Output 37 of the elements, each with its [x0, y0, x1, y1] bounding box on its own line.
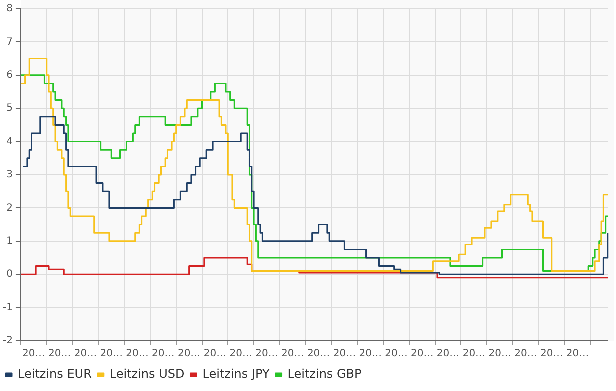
x-tick-label: 20…	[282, 348, 304, 360]
x-tick-label: 20…	[100, 348, 123, 360]
x-tick-label: 20…	[359, 348, 382, 360]
x-tick-label: 20…	[178, 348, 201, 360]
legend-label: Leitzins EUR	[18, 367, 92, 382]
legend-label: Leitzins GBP	[288, 367, 362, 382]
y-tick-label: 8	[6, 4, 13, 15]
x-tick-label: 20…	[256, 348, 278, 360]
x-tick-label: 20…	[22, 348, 46, 360]
x-tick-label: 20…	[411, 348, 434, 360]
legend-label: Leitzins USD	[110, 367, 185, 382]
x-tick-label: 20…	[48, 348, 72, 360]
x-tick-label: 20…	[566, 348, 590, 360]
x-tick-label: 20…	[462, 348, 486, 360]
y-tick-label: 5	[6, 103, 13, 114]
y-tick-label: 1	[6, 236, 13, 247]
x-tick-label: 20…	[74, 348, 98, 360]
y-tick-label: -2	[2, 336, 13, 347]
x-tick-label: 20…	[488, 348, 512, 360]
y-tick-label: -1	[2, 302, 13, 314]
y-tick-label: 0	[6, 269, 13, 280]
x-tick-label: 20…	[514, 348, 538, 360]
y-tick-label: 2	[6, 202, 13, 214]
x-tick-label: 20…	[204, 348, 227, 360]
x-tick-label: 20…	[152, 348, 175, 360]
x-tick-label: 20…	[540, 348, 564, 360]
x-tick-label: 20…	[385, 348, 408, 360]
x-tick-label: 20…	[230, 348, 252, 360]
y-tick-label: 6	[6, 70, 13, 81]
x-tick-label: 20…	[307, 348, 330, 360]
legend-label: Leitzins JPY	[202, 367, 270, 382]
x-tick-label: 20…	[436, 348, 460, 360]
y-tick-label: 7	[6, 36, 13, 48]
y-tick-label: 3	[6, 170, 13, 181]
y-tick-label: 4	[6, 136, 13, 148]
x-tick-label: 20…	[333, 348, 356, 360]
x-tick-label: 20…	[126, 348, 149, 360]
